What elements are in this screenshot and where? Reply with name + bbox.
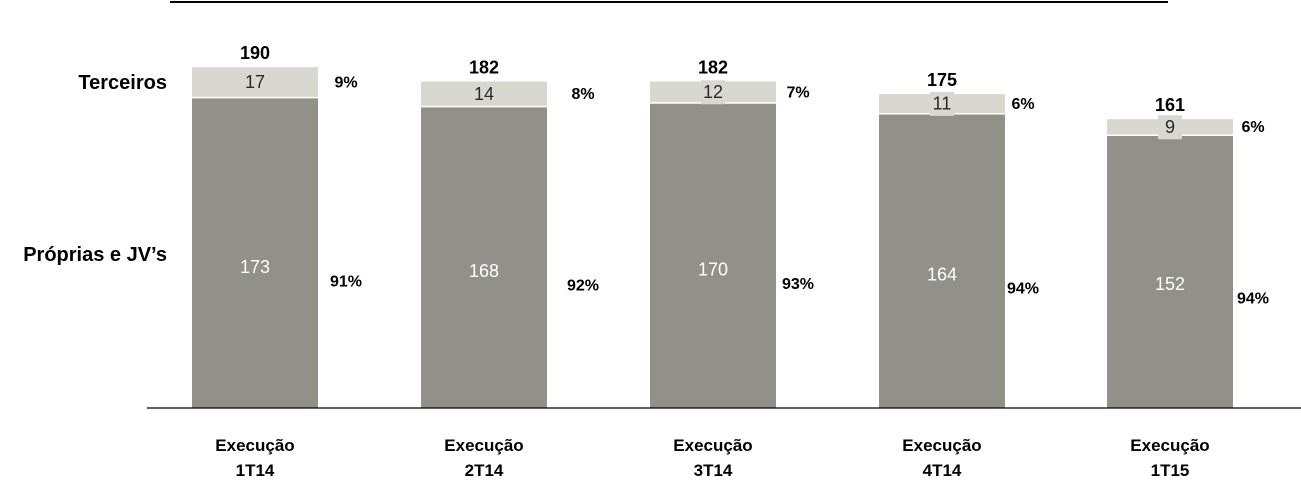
value-label-proprias: 164 bbox=[927, 264, 957, 284]
legend-entry-proprias: Próprias e JV’s bbox=[23, 244, 167, 266]
percent-label-proprias: 91% bbox=[330, 273, 362, 290]
bar-segment-proprias bbox=[1107, 135, 1233, 408]
bar-segment-terceiros bbox=[421, 81, 547, 107]
percent-label-terceiros: 6% bbox=[1011, 96, 1034, 113]
value-label-terceiros: 14 bbox=[474, 84, 494, 104]
percent-label-proprias: 94% bbox=[1237, 290, 1269, 307]
x-tick-label-line1: Execução bbox=[444, 436, 523, 455]
value-label-terceiros: 9 bbox=[1165, 117, 1175, 137]
total-label: 182 bbox=[698, 57, 728, 77]
x-tick-label-line2: 4T14 bbox=[923, 461, 962, 480]
percent-label-terceiros: 6% bbox=[1241, 119, 1264, 136]
x-tick-label-line2: 3T14 bbox=[694, 461, 733, 480]
value-label-proprias: 152 bbox=[1155, 274, 1185, 294]
value-label-proprias: 170 bbox=[698, 260, 728, 280]
bars-group: 173 17 190 9% 91% 168 14 182 8% 92% 170 12 182 7% 93% 1… bbox=[192, 43, 1269, 409]
x-tick-label-line2: 2T14 bbox=[465, 461, 504, 480]
x-tick-label-line1: Execução bbox=[673, 436, 752, 455]
bar-segment-proprias bbox=[192, 97, 318, 408]
bar-segment-proprias bbox=[879, 113, 1005, 408]
x-tick-label-line2: 1T14 bbox=[236, 461, 275, 480]
legend-entry-terceiros: Terceiros bbox=[78, 72, 167, 94]
bar-segment-proprias bbox=[650, 103, 776, 409]
value-label-proprias: 168 bbox=[469, 261, 499, 281]
x-axis-labels: Execução 1T14 Execução 2T14 Execução 3T14 Exec… bbox=[215, 436, 1209, 480]
value-label-terceiros: 17 bbox=[245, 72, 265, 92]
bar-segment-proprias bbox=[421, 106, 547, 408]
legend: Terceiros Próprias e JV’s bbox=[23, 72, 167, 266]
x-tick-label-line2: 1T15 bbox=[1151, 461, 1190, 480]
percent-label-terceiros: 9% bbox=[334, 74, 357, 91]
total-label: 182 bbox=[469, 57, 499, 77]
value-label-terceiros: 12 bbox=[703, 82, 723, 102]
x-tick-label-line1: Execução bbox=[1130, 436, 1209, 455]
value-label-terceiros: 11 bbox=[933, 94, 952, 114]
total-label: 161 bbox=[1155, 95, 1185, 115]
total-label: 175 bbox=[927, 70, 957, 90]
percent-label-terceiros: 8% bbox=[571, 86, 594, 103]
value-label-bg bbox=[1158, 115, 1182, 140]
x-tick-label-line1: Execução bbox=[902, 436, 981, 455]
percent-label-proprias: 93% bbox=[782, 276, 814, 293]
value-label-proprias: 173 bbox=[240, 257, 270, 277]
percent-label-terceiros: 7% bbox=[786, 84, 809, 101]
total-label: 190 bbox=[240, 43, 270, 63]
value-label-bg bbox=[930, 91, 954, 116]
bar-segment-terceiros bbox=[192, 67, 318, 98]
x-tick-label-line1: Execução bbox=[215, 436, 294, 455]
percent-label-proprias: 92% bbox=[567, 277, 599, 294]
percent-label-proprias: 94% bbox=[1007, 281, 1039, 298]
value-label-bg bbox=[701, 80, 725, 105]
